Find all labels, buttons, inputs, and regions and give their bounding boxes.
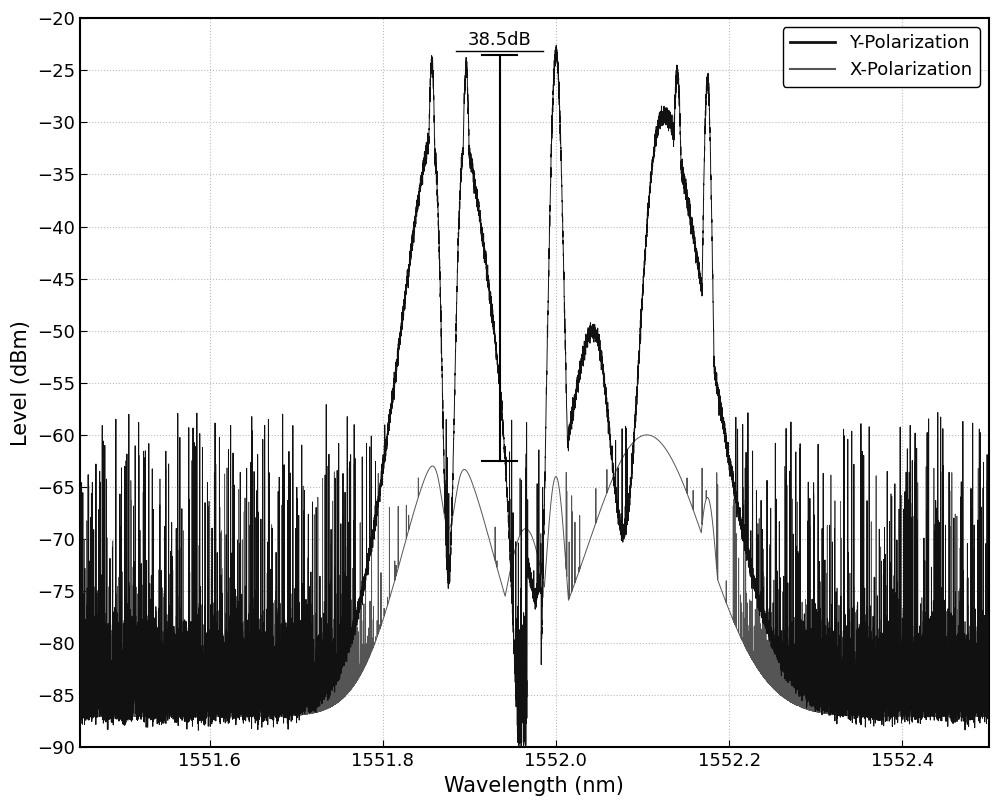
X-Polarization (74, 712, 86, 721)
Line: X-Polarization: X-Polarization (80, 435, 1000, 717)
Y-Polarization (998, 603, 1000, 613)
Y-axis label: Level (dBm): Level (dBm) (11, 320, 31, 445)
Line: Y-Polarization: Y-Polarization (80, 45, 1000, 751)
Y-Polarization (905, 499, 917, 508)
X-Polarization (988, 649, 1000, 659)
X-Polarization (879, 655, 891, 665)
Text: 38.5dB: 38.5dB (468, 31, 532, 49)
X-Polarization (998, 659, 1000, 668)
Y-Polarization (665, 115, 677, 124)
Legend: Y-Polarization, X-Polarization: Y-Polarization, X-Polarization (783, 27, 980, 86)
X-Polarization (490, 560, 502, 570)
Y-Polarization (513, 746, 525, 755)
X-Polarization (905, 662, 917, 671)
Y-Polarization (550, 40, 562, 50)
X-axis label: Wavelength (nm): Wavelength (nm) (444, 776, 624, 796)
Y-Polarization (879, 654, 891, 664)
Y-Polarization (988, 679, 1000, 689)
X-Polarization (665, 453, 677, 462)
X-Polarization (641, 430, 653, 440)
Y-Polarization (490, 348, 502, 358)
Y-Polarization (74, 657, 86, 667)
X-Polarization (74, 684, 86, 694)
